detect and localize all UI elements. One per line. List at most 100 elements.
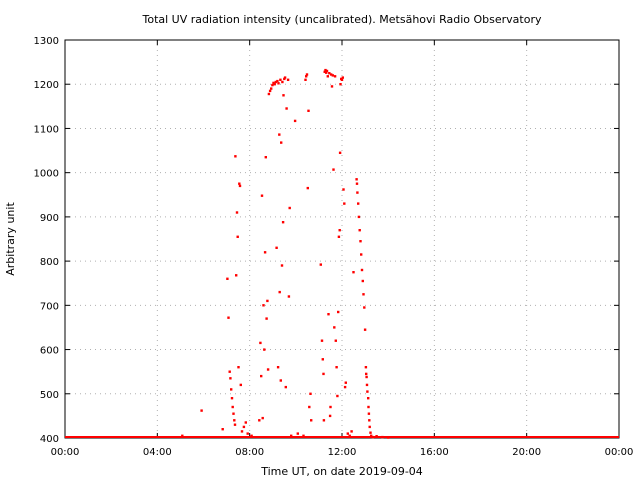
data-point xyxy=(240,430,244,433)
x-tick-label: 08:00 xyxy=(235,447,264,458)
data-point xyxy=(236,235,239,238)
data-point xyxy=(296,432,299,435)
data-point xyxy=(246,432,249,435)
data-point xyxy=(237,366,240,369)
data-point xyxy=(280,141,283,144)
data-point xyxy=(285,107,288,110)
data-point xyxy=(328,414,332,418)
data-point xyxy=(365,383,369,387)
data-point xyxy=(336,394,339,398)
data-point xyxy=(387,436,390,439)
data-point xyxy=(355,182,359,185)
data-point xyxy=(327,313,330,316)
chart-title: Total UV radiation intensity (uncalibrat… xyxy=(142,13,542,26)
y-tick-label: 700 xyxy=(40,301,59,312)
data-point xyxy=(342,188,345,191)
data-point xyxy=(227,316,230,319)
data-point xyxy=(360,253,363,256)
data-point xyxy=(278,290,281,294)
data-point xyxy=(330,73,333,76)
data-point xyxy=(375,435,378,438)
data-point xyxy=(328,72,331,75)
data-point xyxy=(371,435,374,439)
data-point xyxy=(286,78,290,81)
x-tick-label: 20:00 xyxy=(512,447,541,458)
data-point xyxy=(352,271,355,274)
data-point xyxy=(278,133,281,136)
data-point xyxy=(304,78,307,81)
data-point xyxy=(261,416,264,420)
data-point xyxy=(337,310,340,314)
data-point xyxy=(331,74,334,77)
data-point xyxy=(330,85,334,88)
data-point xyxy=(274,80,277,84)
data-point xyxy=(355,178,358,181)
data-point xyxy=(368,419,371,422)
data-point xyxy=(283,76,287,79)
data-point xyxy=(239,383,242,387)
data-point xyxy=(368,425,371,429)
data-point xyxy=(344,381,347,384)
data-point xyxy=(234,155,237,158)
data-point xyxy=(228,370,231,373)
data-point xyxy=(275,246,278,249)
data-point xyxy=(325,71,328,74)
data-point xyxy=(229,377,232,380)
data-point xyxy=(279,78,282,81)
data-point xyxy=(230,397,234,400)
data-point xyxy=(322,372,325,376)
data-point xyxy=(266,299,269,303)
data-point xyxy=(279,379,282,382)
y-tick-label: 500 xyxy=(40,390,59,401)
data-point xyxy=(226,277,229,280)
data-point xyxy=(264,156,267,159)
data-point xyxy=(326,75,329,78)
data-point xyxy=(322,419,326,422)
data-point xyxy=(259,341,262,345)
data-point xyxy=(309,392,312,395)
y-tick-label: 1200 xyxy=(34,80,59,91)
y-tick-label: 800 xyxy=(40,257,59,268)
data-point xyxy=(287,295,291,298)
data-point xyxy=(277,82,280,85)
data-point xyxy=(381,435,384,439)
data-point xyxy=(319,263,322,266)
data-point xyxy=(283,77,286,81)
data-point xyxy=(339,83,342,86)
data-point xyxy=(310,419,313,422)
data-point xyxy=(263,251,267,254)
y-tick-label: 1300 xyxy=(34,36,59,47)
data-point xyxy=(343,202,346,205)
x-tick-label: 16:00 xyxy=(420,447,449,458)
data-point xyxy=(181,434,184,437)
data-point xyxy=(367,405,370,409)
data-point xyxy=(369,431,372,434)
data-point xyxy=(341,76,344,79)
data-point xyxy=(366,390,369,393)
data-point xyxy=(290,434,293,437)
data-point xyxy=(367,397,370,400)
data-point xyxy=(273,83,276,86)
data-point xyxy=(282,94,285,97)
data-point xyxy=(232,412,235,415)
data-point xyxy=(266,368,270,371)
data-point xyxy=(338,229,341,232)
data-point xyxy=(233,423,237,426)
data-point xyxy=(332,168,335,171)
data-point xyxy=(329,405,332,409)
data-point xyxy=(363,328,367,331)
y-tick-label: 400 xyxy=(40,434,59,445)
data-point xyxy=(356,191,359,194)
data-point xyxy=(276,366,280,369)
data-point xyxy=(348,434,351,437)
data-point xyxy=(359,240,362,243)
data-point xyxy=(357,215,361,219)
data-point xyxy=(281,80,284,84)
data-point xyxy=(370,434,373,437)
data-point xyxy=(323,70,326,73)
data-point xyxy=(367,412,371,415)
data-point xyxy=(334,339,337,342)
y-tick-label: 1100 xyxy=(34,124,59,135)
x-tick-label: 12:00 xyxy=(328,447,357,458)
